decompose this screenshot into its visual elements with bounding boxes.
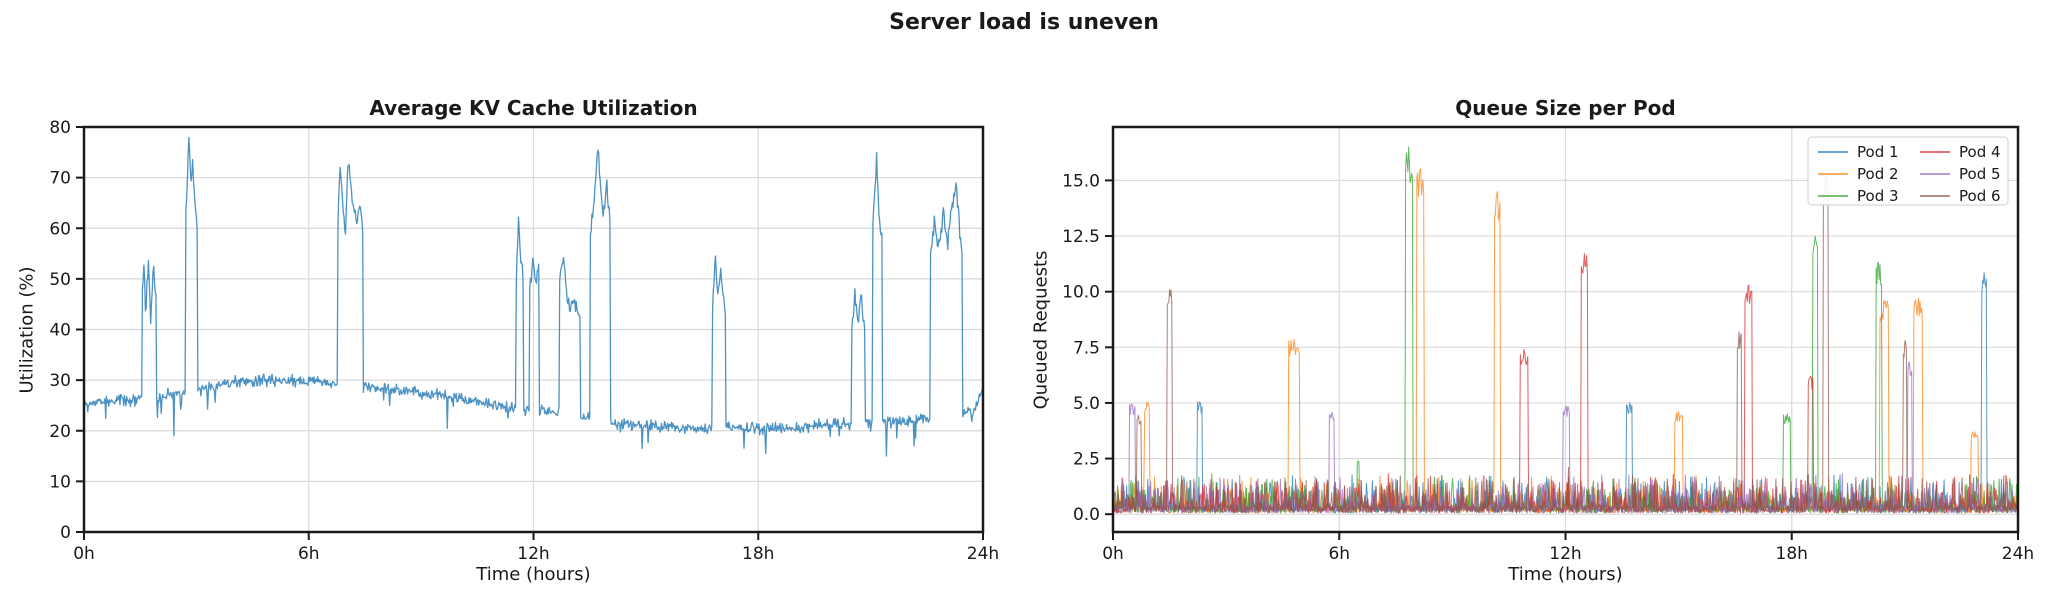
queue-series <box>1112 146 2019 514</box>
x-tick-label: 24h <box>2002 544 2034 564</box>
x-tick-label: 18h <box>1776 544 1808 564</box>
legend-entry: Pod 4 <box>1920 143 2001 161</box>
tick-marks <box>76 126 984 540</box>
kv-chart-title: Average KV Cache Utilization <box>369 96 698 120</box>
x-tick-label: 12h <box>517 544 549 564</box>
y-tick-label: 80 <box>49 118 71 138</box>
y-tick-label: 60 <box>49 219 71 239</box>
legend-entry: Pod 1 <box>1818 143 1899 161</box>
y-tick-label: 0.0 <box>1073 505 1100 525</box>
y-tick-label: 12.5 <box>1062 227 1100 247</box>
x-tick-label: 24h <box>967 544 999 564</box>
grid-lines <box>1112 127 2019 532</box>
legend-label: Pod 5 <box>1959 165 2001 183</box>
y-tick-label: 10 <box>49 472 71 492</box>
pod-6-line <box>1112 173 2019 514</box>
figure-suptitle: Server load is uneven <box>889 10 1159 35</box>
x-tick-label: 6h <box>298 544 320 564</box>
kv-utilization-line <box>83 136 984 457</box>
x-tick-label: 6h <box>1328 544 1350 564</box>
legend-label: Pod 1 <box>1857 143 1899 161</box>
x-tick-label: 0h <box>1102 544 1124 564</box>
legend-entry: Pod 3 <box>1818 187 1899 205</box>
y-tick-label: 5.0 <box>1073 394 1100 414</box>
queue-y-axis-label: Queued Requests <box>1030 250 1052 410</box>
legend: Pod 1 Pod 2 Pod 3 Pod 4 Pod 5 Pod 6 <box>1807 136 2009 206</box>
legend-label: Pod 6 <box>1959 187 2001 205</box>
legend-label: Pod 2 <box>1857 165 1899 183</box>
y-tick-label: 10.0 <box>1062 283 1100 303</box>
tick-labels: 0h 6h 12h 18h 24h 0 10 20 30 40 50 60 70 80 <box>49 118 999 564</box>
queue-x-axis-label: Time (hours) <box>1508 564 1623 585</box>
queue-chart-title: Queue Size per Pod <box>1455 96 1676 120</box>
tick-labels: 0h 6h 12h 18h 24h 0.0 2.5 5.0 7.5 10.0 12.5 15.0 <box>1062 171 2034 564</box>
y-tick-label: 15.0 <box>1062 171 1100 191</box>
legend-entry: Pod 2 <box>1818 165 1899 183</box>
y-tick-label: 2.5 <box>1073 450 1100 470</box>
legend-entry: Pod 6 <box>1920 187 2001 205</box>
y-tick-label: 50 <box>49 270 71 290</box>
tick-marks <box>1105 179 2019 540</box>
kv-x-axis-label: Time (hours) <box>476 564 591 585</box>
legend-entry: Pod 5 <box>1920 165 2001 183</box>
x-tick-label: 12h <box>1549 544 1581 564</box>
y-tick-label: 70 <box>49 169 71 189</box>
legend-label: Pod 3 <box>1857 187 1899 205</box>
kv-y-axis-label: Utilization (%) <box>16 266 38 394</box>
y-tick-label: 40 <box>49 321 71 341</box>
legend-box <box>1807 136 2009 206</box>
y-tick-label: 30 <box>49 371 71 391</box>
y-tick-label: 7.5 <box>1073 338 1100 358</box>
kv-series <box>83 136 984 457</box>
y-tick-label: 0 <box>60 523 71 543</box>
legend-label: Pod 4 <box>1959 143 2001 161</box>
x-tick-label: 0h <box>73 544 95 564</box>
y-tick-label: 20 <box>49 422 71 442</box>
x-tick-label: 18h <box>742 544 774 564</box>
grid-lines <box>83 126 984 533</box>
